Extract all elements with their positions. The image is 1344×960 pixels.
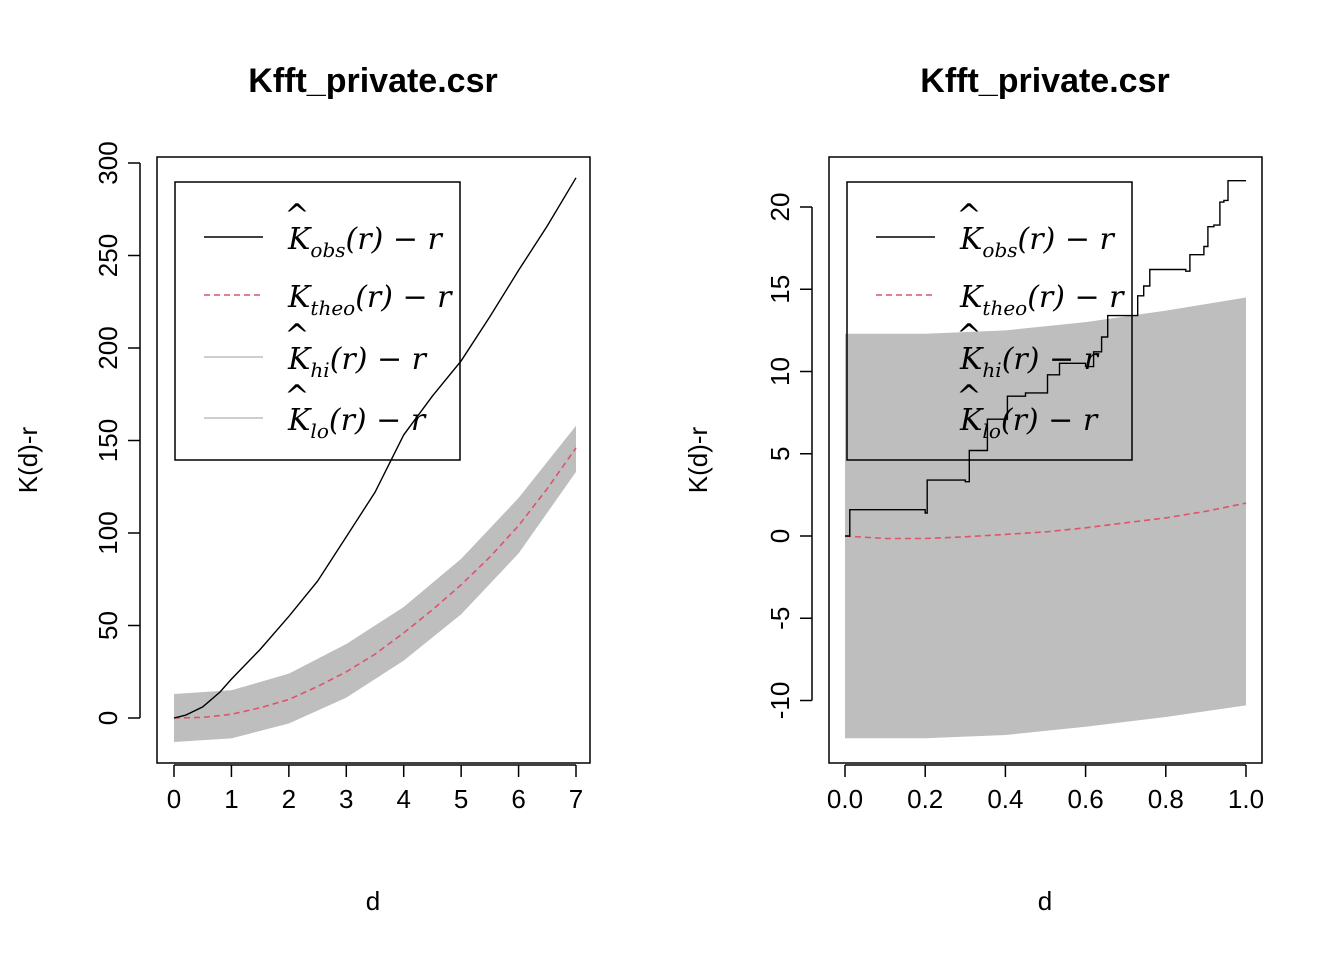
legend-box — [846, 181, 1133, 461]
theo-line — [844, 502, 1247, 540]
y-axis-label: K(d)-r — [683, 426, 713, 493]
legend-label-lo: Klo(r) − r — [959, 403, 1099, 443]
legend-label-theo: Ktheo(r) − r — [959, 280, 1125, 320]
x-tick-label: 0.4 — [987, 784, 1023, 814]
envelope-band — [845, 297, 1246, 739]
x-tick-label: 0.0 — [827, 784, 863, 814]
legend-label-hi: Khi(r) − r — [959, 342, 1100, 382]
x-axis: 0 1 2 3 4 5 6 7 — [167, 764, 583, 814]
legend-label-obs: Kobs(r) − r — [959, 222, 1115, 262]
x-tick-label: 0.2 — [907, 784, 943, 814]
x-tick-label: 7 — [569, 784, 583, 814]
y-axis: -10 -5 0 5 10 15 20 — [765, 193, 813, 720]
legend-box — [174, 181, 461, 461]
plot-frame — [156, 156, 591, 764]
y-axis: 0 50 100 150 200 250 300 — [93, 141, 141, 725]
legend-hat-lo: ^ — [956, 379, 981, 414]
y-tick-label: 300 — [93, 141, 123, 184]
x-axis-label: d — [1038, 886, 1052, 916]
x-axis-label: d — [366, 886, 380, 916]
x-tick-label: 5 — [454, 784, 468, 814]
legend-hat-obs: ^ — [956, 198, 981, 233]
x-tick-label: 6 — [511, 784, 525, 814]
x-axis: 0.0 0.2 0.4 0.6 0.8 1.0 — [827, 764, 1264, 814]
obs-line — [173, 177, 577, 719]
x-tick-label: 1.0 — [1228, 784, 1264, 814]
x-tick-label: 0.6 — [1068, 784, 1104, 814]
plot-area: 0 1 2 3 4 5 6 7 0 50 100 150 200 250 300 — [93, 141, 591, 814]
chart-title: Kfft_private.csr — [248, 62, 497, 100]
y-tick-label: -5 — [765, 607, 795, 630]
y-tick-label: 10 — [765, 357, 795, 386]
y-tick-label: 200 — [93, 326, 123, 369]
y-tick-label: 20 — [765, 193, 795, 222]
y-tick-label: -10 — [765, 682, 795, 720]
legend-label-hi: Khi(r) − r — [287, 342, 428, 382]
legend-label-lo: Klo(r) − r — [287, 403, 427, 443]
chart-title: Kfft_private.csr — [920, 62, 1169, 100]
y-tick-label: 150 — [93, 419, 123, 462]
x-tick-label: 3 — [339, 784, 353, 814]
y-tick-label: 100 — [93, 511, 123, 554]
theo-line — [173, 447, 577, 719]
legend-hat-lo: ^ — [284, 379, 309, 414]
y-tick-label: 0 — [93, 711, 123, 725]
envelope-band — [174, 425, 576, 742]
legend-label-theo: Ktheo(r) − r — [287, 280, 453, 320]
y-tick-label: 0 — [765, 529, 795, 543]
plot-frame — [828, 156, 1263, 764]
legend-hat-hi: ^ — [284, 318, 309, 353]
y-tick-label: 50 — [93, 611, 123, 640]
legend-hat-hi: ^ — [956, 318, 981, 353]
plot-area: 0.0 0.2 0.4 0.6 0.8 1.0 -10 -5 0 5 10 15 20 — [765, 156, 1264, 814]
x-tick-label: 0 — [167, 784, 181, 814]
x-tick-label: 0.8 — [1148, 784, 1184, 814]
x-tick-label: 1 — [224, 784, 238, 814]
y-tick-label: 5 — [765, 447, 795, 461]
x-tick-label: 4 — [396, 784, 410, 814]
obs-line — [845, 179, 1246, 537]
legend-hat-obs: ^ — [284, 198, 309, 233]
chart-panel-left: Kfft_private.csr d K(d)-r 0 1 2 3 4 5 6 7 0 50 100… — [13, 62, 591, 916]
y-axis-label: K(d)-r — [13, 426, 43, 493]
legend-label-obs: Kobs(r) − r — [287, 222, 443, 262]
y-tick-label: 15 — [765, 275, 795, 304]
x-tick-label: 2 — [282, 784, 296, 814]
y-tick-label: 250 — [93, 234, 123, 277]
chart-panel-right: Kfft_private.csr d K(d)-r 0.0 0.2 0.4 0.6 0.… — [683, 62, 1264, 916]
